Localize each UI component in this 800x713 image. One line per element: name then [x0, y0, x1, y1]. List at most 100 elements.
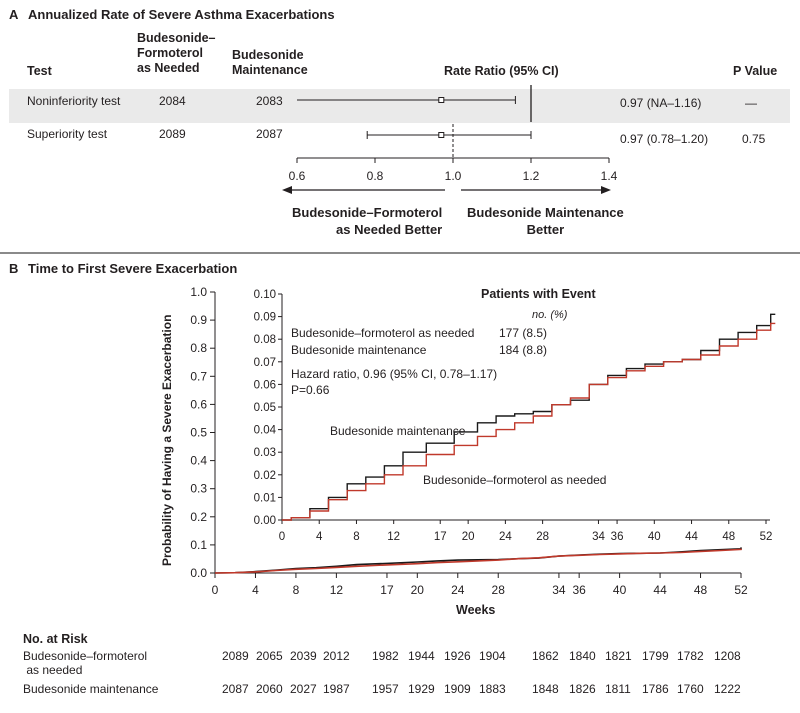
- forest-tick-label-1: 0.8: [367, 169, 384, 183]
- risk-value: 2065: [256, 649, 283, 663]
- panel-a-letter: A: [9, 7, 19, 22]
- outer-x-tick-label-10: 40: [613, 583, 627, 597]
- inset-x-tick-label-11: 44: [685, 531, 698, 543]
- outer-x-tick-label-0: 0: [212, 583, 219, 597]
- risk-value: 1883: [479, 682, 506, 696]
- inset-x-tick-label-4: 17: [434, 531, 447, 543]
- outer-y-tick-label-7: 0.7: [190, 369, 207, 383]
- panel-b-title: Time to First Severe Exacerbation: [28, 261, 238, 276]
- outer-y-tick-label-0: 0.0: [190, 566, 207, 580]
- inset-y-tick-label-8: 0.08: [254, 334, 276, 346]
- risk-title: No. at Risk: [23, 632, 88, 646]
- risk-value: 2089: [222, 649, 249, 663]
- point-estimate-1: [438, 132, 445, 138]
- inset-x-tick-label-12: 48: [722, 531, 735, 543]
- risk-value: 1926: [444, 649, 471, 663]
- left-arrow-label: Budesonide–Formoterol as Needed Better: [292, 205, 443, 237]
- risk-value: 1840: [569, 649, 596, 663]
- panel-a-title: Annualized Rate of Severe Asthma Exacerb…: [28, 7, 335, 22]
- outer-x-tick-label-8: 34: [552, 583, 566, 597]
- outer-y-tick-label-9: 0.9: [190, 313, 207, 327]
- legend-units: no. (%): [532, 309, 568, 321]
- row1-n2: 2083: [256, 94, 283, 108]
- risk-value: 1862: [532, 649, 559, 663]
- legend-value-maintenance: 184 (8.8): [499, 343, 548, 357]
- row2-p: 0.75: [742, 132, 766, 146]
- inset-y-tick-label-9: 0.09: [254, 312, 276, 324]
- inset-x-tick-label-0: 0: [279, 531, 285, 543]
- outer-x-tick-label-11: 44: [653, 583, 667, 597]
- inset-y-tick-label-5: 0.05: [254, 402, 276, 414]
- km-plot: 0.00.10.20.30.40.50.60.70.80.91.00 4 8 12 17…: [190, 285, 776, 597]
- panel-b-letter: B: [9, 261, 19, 276]
- inset-y-tick-label-4: 0.04: [254, 425, 277, 437]
- risk-value: 1821: [605, 649, 632, 663]
- inset-y-tick-label-3: 0.03: [254, 447, 276, 459]
- inset-x-tick-label-1: 4: [316, 531, 323, 543]
- risk-value: 2060: [256, 682, 283, 696]
- inset-y-tick-label-10: 0.10: [254, 289, 276, 301]
- outer-y-tick-label-8: 0.8: [190, 341, 207, 355]
- legend-row-maintenance: Budesonide maintenance: [291, 343, 427, 357]
- risk-value: 1848: [532, 682, 559, 696]
- outer-x-tick-label-12: 48: [694, 583, 708, 597]
- header-p-value: P Value: [733, 64, 778, 78]
- left-arrowhead: [282, 186, 292, 194]
- risk-value: 1799: [642, 649, 669, 663]
- outer-x-tick-label-5: 20: [411, 583, 425, 597]
- highlight-band: [9, 89, 790, 123]
- inset-x-tick-label-6: 24: [499, 531, 512, 543]
- header-group2: Budesonide Maintenance: [232, 48, 308, 77]
- curve-label-formoterol: Budesonide–formoterol as needed: [423, 473, 607, 487]
- inset-curve-1: [282, 322, 776, 521]
- inset-y-tick-label-0: 0.00: [254, 515, 276, 527]
- risk-value: 1826: [569, 682, 596, 696]
- risk-value: 1909: [444, 682, 471, 696]
- legend-row-formoterol: Budesonide–formoterol as needed: [291, 326, 475, 340]
- header-test: Test: [27, 64, 52, 78]
- risk-value: 2012: [323, 649, 350, 663]
- outer-x-tick-label-3: 12: [330, 583, 344, 597]
- forest-tick-label-3: 1.2: [523, 169, 540, 183]
- panel-divider: [0, 252, 800, 254]
- outer-y-tick-label-5: 0.5: [190, 426, 207, 440]
- outer-x-tick-label-1: 4: [252, 583, 259, 597]
- inset-x-tick-label-8: 34: [592, 531, 605, 543]
- row1-test: Noninferiority test: [27, 94, 121, 108]
- row1-n1: 2084: [159, 94, 186, 108]
- outer-x-tick-label-4: 17: [380, 583, 394, 597]
- row2-n2: 2087: [256, 127, 283, 141]
- risk-value: 1982: [372, 649, 399, 663]
- risk-label-maintenance: Budesonide maintenance: [23, 682, 159, 696]
- outer-y-tick-label-3: 0.3: [190, 482, 207, 496]
- inset-x-tick-label-13: 52: [760, 531, 773, 543]
- inset-x-tick-label-9: 36: [611, 531, 624, 543]
- row2-ratio-text: 0.97 (0.78–1.20): [620, 132, 709, 146]
- forest-tick-label-4: 1.4: [601, 169, 618, 183]
- hazard-p: P=0.66: [291, 383, 330, 397]
- header-rate-ratio: Rate Ratio (95% CI): [444, 64, 559, 78]
- right-arrowhead: [601, 186, 611, 194]
- risk-value: 1929: [408, 682, 435, 696]
- inset-x-tick-label-2: 8: [353, 531, 359, 543]
- row2-n1: 2089: [159, 127, 186, 141]
- risk-value: 2039: [290, 649, 317, 663]
- inset-y-tick-label-7: 0.07: [254, 357, 276, 369]
- risk-value: 1782: [677, 649, 704, 663]
- inset-y-tick-label-1: 0.01: [254, 492, 276, 504]
- forest-plot: 0.6 0.8 1.0 1.2 1.4: [282, 85, 618, 194]
- risk-value: 1222: [714, 682, 741, 696]
- outer-y-tick-label-4: 0.4: [190, 454, 207, 468]
- curve-label-maintenance: Budesonide maintenance: [330, 424, 466, 438]
- hazard-ratio: Hazard ratio, 0.96 (95% CI, 0.78–1.17): [291, 367, 498, 381]
- point-estimate-0: [438, 97, 445, 103]
- outer-x-tick-label-2: 8: [293, 583, 300, 597]
- forest-tick-label-2: 1.0: [445, 169, 462, 183]
- risk-value: 1811: [605, 682, 631, 696]
- outer-x-tick-label-7: 28: [492, 583, 506, 597]
- right-arrow-label: Budesonide Maintenance Better: [467, 205, 624, 237]
- risk-value: 1760: [677, 682, 704, 696]
- row1-ratio-text: 0.97 (NA–1.16): [620, 96, 702, 110]
- outer-y-tick-label-10: 1.0: [190, 285, 207, 299]
- outer-x-tick-label-9: 36: [572, 583, 586, 597]
